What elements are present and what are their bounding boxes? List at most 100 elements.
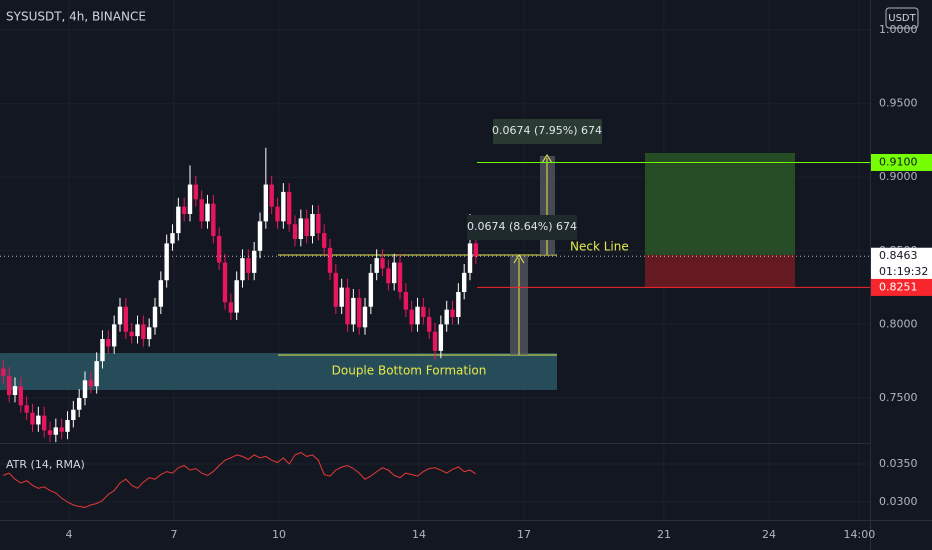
candle-body <box>473 243 479 257</box>
candle-body <box>426 317 432 332</box>
candle-body <box>368 272 374 307</box>
annotation: Neck Line <box>570 240 629 254</box>
candle-body <box>461 272 467 292</box>
price-label-box <box>871 153 932 171</box>
candle-body <box>152 306 158 328</box>
y-tick-label: 0.9500 <box>879 97 918 110</box>
indicator-name: ATR (14, RMA) <box>6 458 85 471</box>
candle-body <box>438 324 444 351</box>
candle-body <box>386 268 391 284</box>
candle-body <box>106 339 111 347</box>
target-zone <box>645 153 795 255</box>
candle-body <box>286 191 292 225</box>
arrow-head <box>513 254 525 264</box>
candle-body <box>164 243 169 281</box>
candle-body <box>82 380 88 398</box>
x-tick-label: 17 <box>517 528 531 541</box>
candle-body <box>467 243 473 273</box>
price-label: 0.8251 <box>879 280 918 293</box>
candle-body <box>187 184 193 214</box>
candle-body <box>18 386 24 406</box>
candle-body <box>158 280 164 307</box>
candle-body <box>228 302 234 313</box>
y-tick-label: 0.8000 <box>879 317 918 330</box>
candle-body <box>41 415 47 431</box>
candle-body <box>415 306 420 325</box>
y-tick-label: 0.7500 <box>879 391 918 404</box>
price-label: 0.9100 <box>879 155 918 168</box>
candle-body <box>275 206 280 222</box>
candle-body <box>100 339 105 362</box>
y-tick-label: 0.0350 <box>879 457 918 470</box>
candle-body <box>53 427 59 435</box>
candle-body <box>1 368 6 376</box>
annotation-box <box>493 119 602 144</box>
candle-body <box>6 375 12 396</box>
candle-body <box>12 386 18 396</box>
candle-body <box>222 262 228 303</box>
x-tick-label: 14 <box>412 528 426 541</box>
y-tick-label: 0.9000 <box>879 170 918 183</box>
candle-body <box>391 262 397 284</box>
candle-body <box>181 206 187 214</box>
candle-body <box>403 291 409 310</box>
candle-body <box>380 258 385 269</box>
candle-body <box>316 213 321 234</box>
candle-body <box>251 250 257 273</box>
candle-body <box>374 258 379 273</box>
y-tick-label: 1.0000 <box>879 23 918 36</box>
arrow-head <box>541 154 553 164</box>
candle-body <box>304 218 309 237</box>
candle-body <box>76 397 82 410</box>
candle-body <box>310 213 315 237</box>
candle-body <box>88 380 94 387</box>
countdown: 01:19:32 <box>879 265 928 278</box>
candle-body <box>205 203 210 222</box>
candle-body <box>397 262 403 292</box>
candle-body <box>123 306 129 332</box>
x-tick-label: 4 <box>65 528 72 541</box>
candle-body <box>94 361 99 387</box>
candle-body <box>211 203 216 237</box>
candle-body <box>246 258 251 273</box>
candle-body <box>339 287 344 307</box>
candle-body <box>65 420 70 432</box>
annotation: Douple Bottom Formation <box>332 364 487 378</box>
candle-body <box>292 224 298 240</box>
candle-body <box>59 427 64 432</box>
candle-body <box>362 306 368 328</box>
candle-body <box>146 327 152 340</box>
candle-body <box>450 309 455 318</box>
candle-body <box>345 287 350 325</box>
candle-body <box>421 306 426 318</box>
annotation: 0.0674 (7.95%) 674 <box>492 124 602 137</box>
candle-body <box>356 297 362 328</box>
candle-body <box>216 236 222 263</box>
candle-body <box>444 309 449 325</box>
stop-zone <box>645 255 795 288</box>
candle-body <box>409 309 414 325</box>
x-tick-label: 10 <box>272 528 286 541</box>
candle-body <box>24 405 29 413</box>
candle-body <box>327 247 333 273</box>
candle-body <box>269 184 274 207</box>
price-label-box <box>871 278 932 296</box>
candle-body <box>135 324 140 337</box>
annotation-box <box>467 215 577 240</box>
candle-body <box>193 184 199 200</box>
indicator-line <box>3 452 477 508</box>
candle-body <box>432 331 438 351</box>
candle-body <box>321 233 327 248</box>
currency-box[interactable] <box>885 7 919 29</box>
candle-body <box>257 221 263 251</box>
currency[interactable]: USDT <box>888 13 916 24</box>
candle-body <box>234 280 239 313</box>
candle-body <box>199 199 204 222</box>
chart-title: SYSUSDT, 4h, BINANCE <box>6 10 146 24</box>
candle-body <box>351 297 356 325</box>
x-tick-label: 24 <box>762 528 776 541</box>
candle-body <box>263 184 269 222</box>
candle-body <box>240 258 245 281</box>
